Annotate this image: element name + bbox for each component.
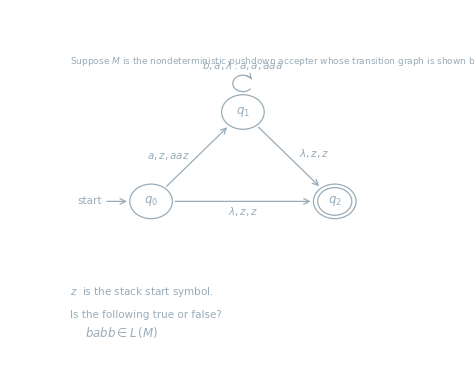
Text: $q_0$: $q_0$ [144, 194, 158, 208]
Circle shape [130, 184, 173, 219]
Text: $q_2$: $q_2$ [328, 194, 342, 208]
Text: $z$  is the stack start symbol.: $z$ is the stack start symbol. [70, 285, 214, 299]
Circle shape [222, 95, 264, 129]
Text: Is the following true or false?: Is the following true or false? [70, 310, 222, 320]
Text: $a, z, aaz$: $a, z, aaz$ [146, 151, 190, 163]
Text: $\lambda, z, z$: $\lambda, z, z$ [228, 205, 258, 218]
Circle shape [313, 184, 356, 219]
Text: $b, a, \lambda: a, a, aaa$: $b, a, \lambda: a, a, aaa$ [202, 59, 283, 72]
Text: Suppose $M$ is the nondeterministic pushdown accepter whose transition graph is : Suppose $M$ is the nondeterministic push… [70, 55, 474, 68]
Text: $\lambda, z, z$: $\lambda, z, z$ [300, 147, 330, 160]
Text: $babb \in L\,(M)$: $babb \in L\,(M)$ [85, 325, 158, 340]
Text: start: start [78, 196, 102, 206]
Text: $q_1$: $q_1$ [236, 105, 250, 119]
